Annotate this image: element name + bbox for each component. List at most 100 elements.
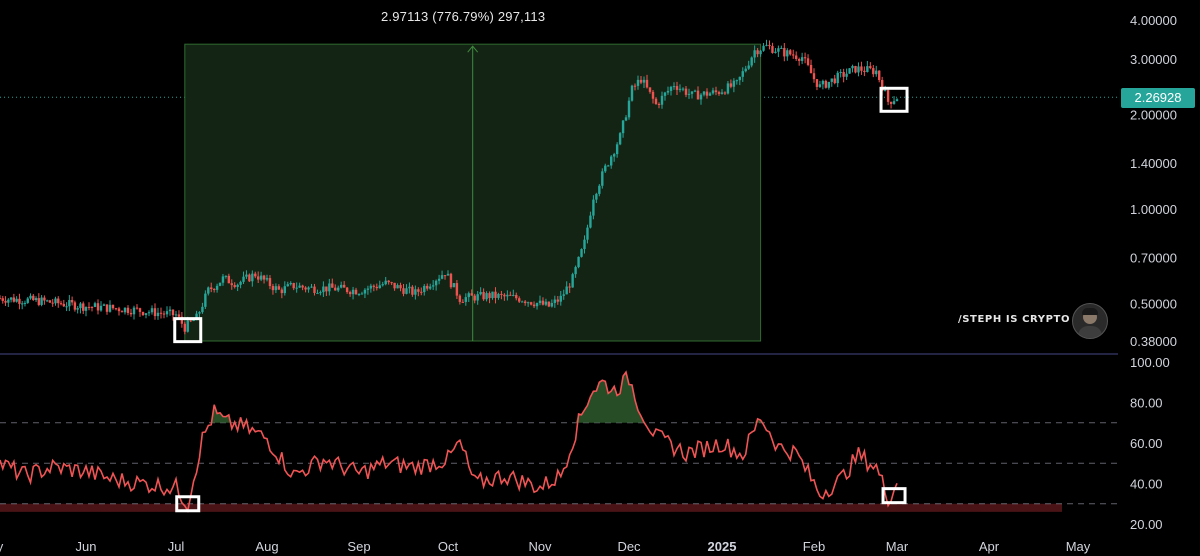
price-tick-label: 4.00000	[1130, 13, 1177, 28]
candle-body	[860, 66, 863, 71]
candle-body	[316, 292, 319, 294]
candle-body	[40, 297, 43, 305]
candle-body	[180, 316, 184, 324]
candle-body	[268, 278, 272, 287]
candle-body	[423, 285, 426, 293]
candle-body	[37, 298, 41, 305]
candle-body	[589, 215, 592, 228]
candle-body	[233, 285, 236, 287]
candle-body	[666, 90, 670, 93]
candle-body	[328, 283, 331, 292]
candle-body	[598, 185, 601, 194]
candle-body	[236, 284, 239, 287]
candle-body	[780, 47, 783, 49]
candle-body	[26, 298, 29, 303]
candle-body	[159, 312, 163, 314]
candle-body	[687, 93, 691, 95]
candle-body	[732, 80, 736, 87]
candle-body	[334, 287, 337, 291]
rsi-tick-label: 60.00	[1130, 436, 1163, 451]
candle-body	[506, 294, 509, 297]
candle-body	[654, 98, 658, 105]
candle-body	[20, 303, 24, 305]
candle-body	[556, 299, 559, 302]
candle-body	[818, 84, 822, 87]
candle-body	[201, 306, 204, 313]
candle-body	[210, 287, 213, 289]
price-tick-label: 0.38000	[1130, 334, 1177, 349]
price-tick-label: 3.00000	[1130, 52, 1177, 67]
candle-body	[84, 306, 88, 311]
candle-body	[892, 101, 896, 104]
candle-body	[515, 294, 518, 299]
x-tick-label: Aug	[255, 539, 278, 554]
candle-body	[744, 68, 747, 72]
candle-body	[292, 283, 295, 289]
candle-body	[105, 304, 109, 312]
candle-body	[177, 314, 181, 317]
candle-body	[420, 291, 423, 293]
candle-body	[111, 304, 115, 309]
x-tick-label: Sep	[347, 539, 370, 554]
candle-body	[794, 55, 798, 59]
candle-body	[663, 92, 667, 96]
candle-body	[411, 286, 414, 295]
candle-body	[348, 292, 352, 295]
price-highlight-box	[173, 317, 203, 344]
x-tick-label: Apr	[979, 539, 1000, 554]
candle-body	[218, 282, 222, 286]
x-tick-label: y	[0, 539, 4, 554]
candle-body	[277, 286, 281, 290]
candle-body	[618, 133, 622, 145]
candle-body	[821, 80, 825, 85]
measure-readout: 2.97113 (776.79%) 297,113	[381, 9, 546, 24]
candle-body	[45, 300, 49, 302]
candle-body	[518, 298, 521, 302]
candle-body	[738, 76, 742, 81]
candle-body	[627, 100, 631, 118]
candle-body	[54, 298, 57, 304]
candle-body	[678, 88, 682, 90]
candle-body	[372, 285, 376, 287]
candle-body	[476, 294, 479, 301]
candle-body	[117, 308, 121, 312]
candle-body	[198, 312, 201, 314]
candle-body	[363, 289, 367, 294]
candle-body	[872, 68, 875, 75]
candle-body	[648, 87, 652, 92]
candle-body	[675, 86, 679, 90]
candle-body	[467, 293, 470, 298]
candle-body	[221, 276, 225, 283]
candle-body	[455, 283, 459, 296]
candle-body	[660, 95, 664, 105]
candle-body	[503, 294, 506, 297]
candle-body	[387, 280, 390, 283]
candle-body	[280, 289, 284, 294]
candle-body	[886, 90, 890, 102]
candle-body	[797, 58, 801, 61]
candle-body	[699, 94, 703, 100]
candle-body	[212, 288, 216, 290]
candle-body	[783, 47, 786, 57]
candle-body	[90, 306, 94, 308]
candle-body	[696, 90, 700, 100]
candle-body	[482, 292, 485, 300]
candle-body	[51, 302, 54, 304]
candle-body	[440, 275, 444, 279]
candle-body	[711, 90, 715, 94]
candle-body	[845, 73, 848, 77]
candle-body	[806, 58, 810, 65]
candle-body	[461, 301, 465, 303]
candle-body	[242, 276, 245, 282]
x-tick-label: Dec	[617, 539, 641, 554]
candle-body	[76, 308, 79, 310]
candle-body	[405, 288, 408, 294]
candle-body	[717, 92, 721, 94]
candle-body	[777, 48, 780, 52]
candle-body	[624, 117, 628, 121]
candle-body	[895, 99, 899, 102]
candle-body	[129, 312, 133, 315]
candle-body	[132, 307, 136, 315]
rsi-tick-label: 80.00	[1130, 396, 1163, 411]
